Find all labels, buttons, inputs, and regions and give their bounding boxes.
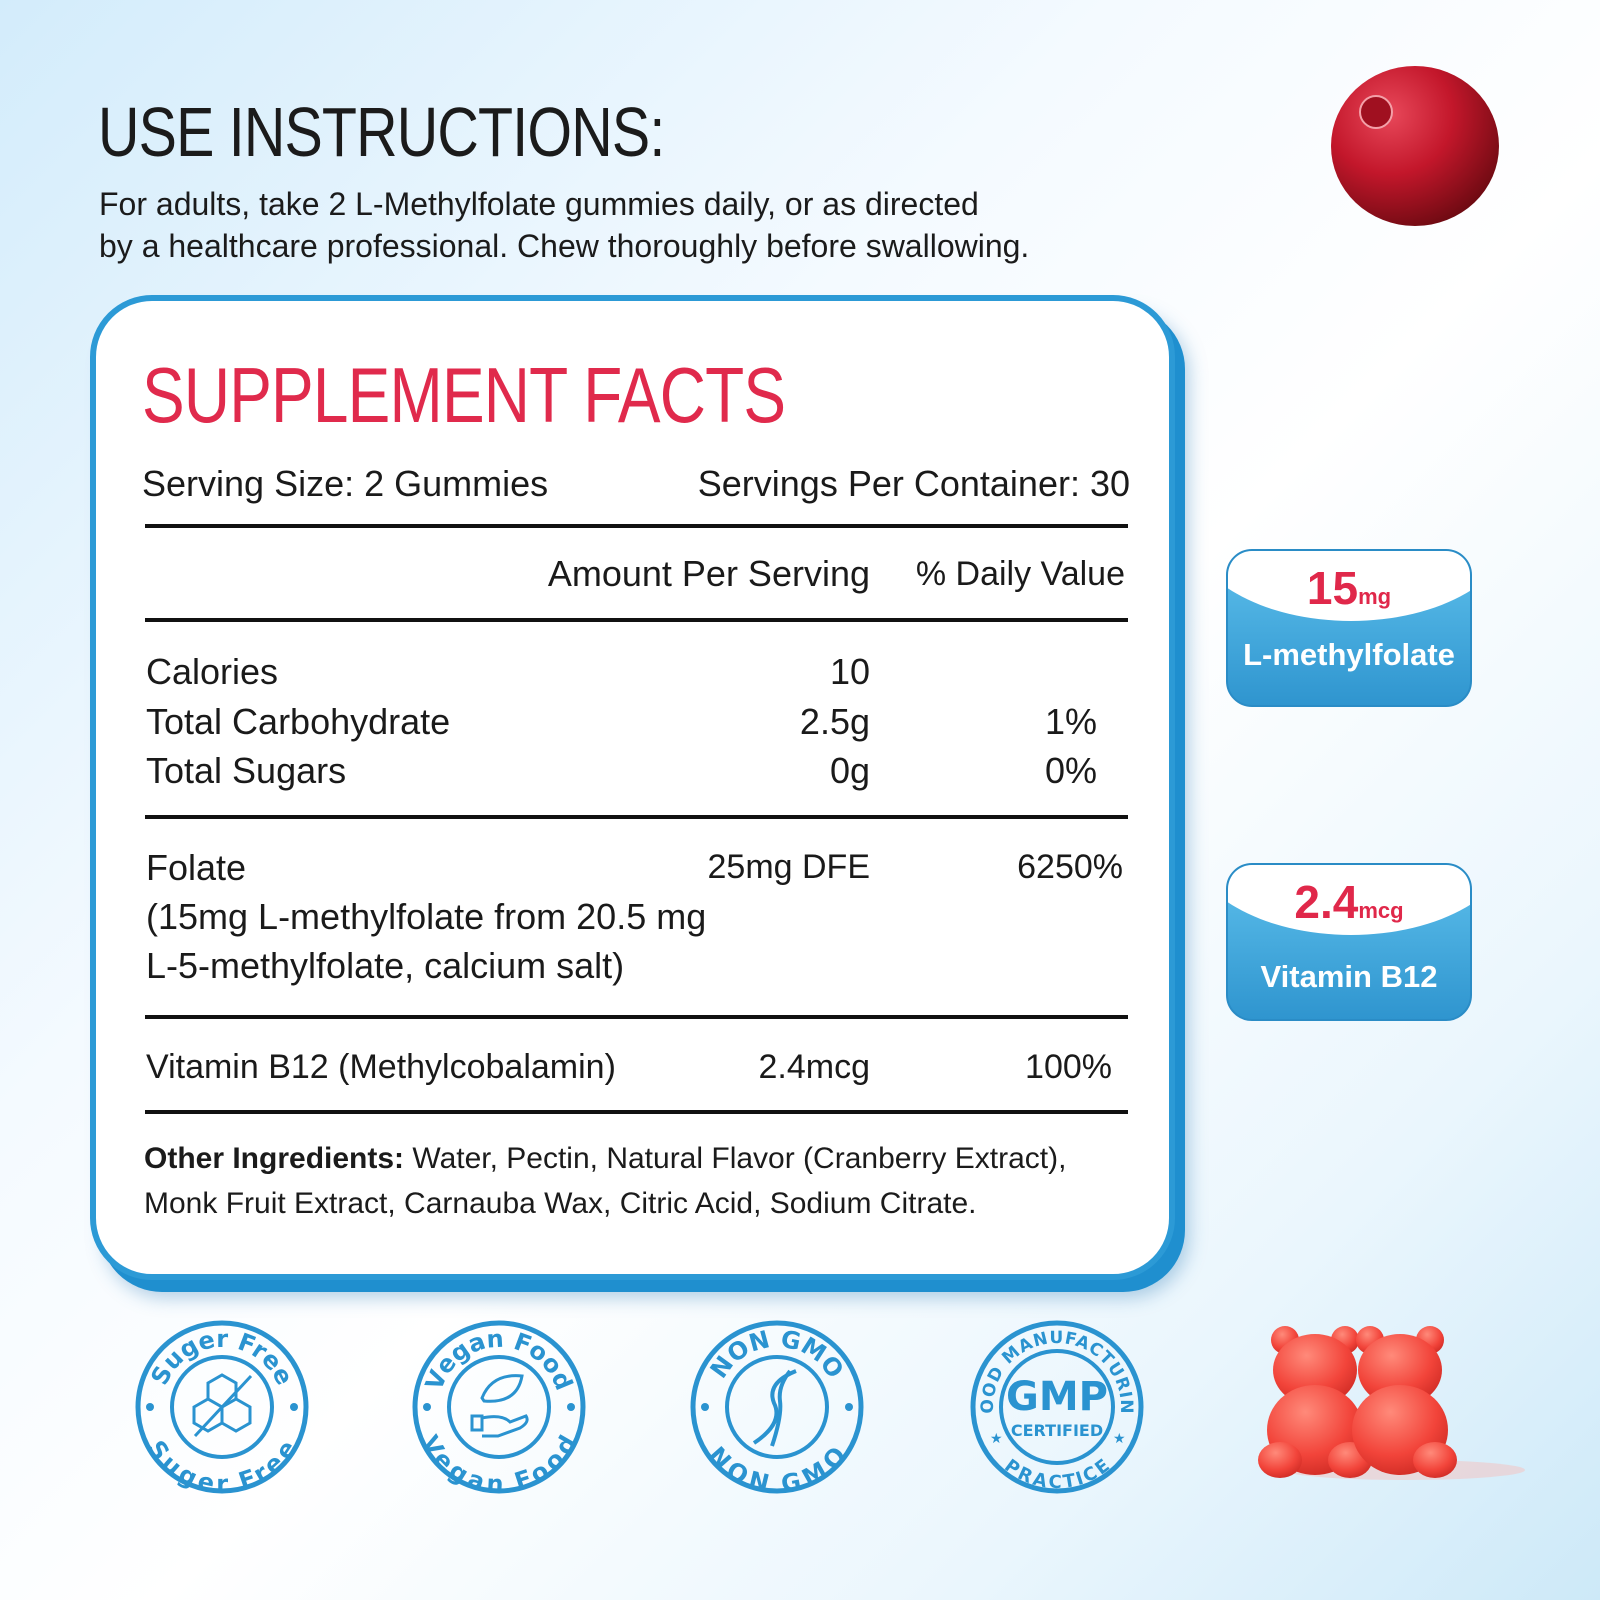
nutrient-dv: 0% xyxy=(1044,750,1097,791)
supplement-facts-panel xyxy=(90,295,1175,1280)
header-amount: Amount Per Serving xyxy=(547,553,870,594)
vegan-food-seal: Vegan Food Vegan Food xyxy=(412,1320,586,1496)
svg-text:NON GMO: NON GMO xyxy=(705,1325,849,1384)
b12-amount: 2.4mcg xyxy=(758,1048,871,1086)
svg-text:Vegan Food: Vegan Food xyxy=(420,1325,578,1395)
non-gmo-seal: NON GMO NON GMO xyxy=(690,1320,864,1496)
servings-per-container: Servings Per Container: 30 xyxy=(697,463,1130,504)
b12-dv: 100% xyxy=(1025,1048,1112,1086)
b12-name: Vitamin B12 (Methylcobalamin) xyxy=(146,1048,616,1086)
other-ingredients-line-1: Other Ingredients: Water, Pectin, Natura… xyxy=(144,1142,1066,1176)
certified-text: CERTIFIED xyxy=(1011,1421,1103,1440)
divider xyxy=(145,815,1128,819)
nutrient-name: Calories xyxy=(146,651,279,692)
svg-text:Vegan Food: Vegan Food xyxy=(416,1431,583,1496)
divider xyxy=(145,1015,1128,1019)
folate-detail-1: (15mg L-methylfolate from 20.5 mg xyxy=(146,896,707,937)
sugar-free-seal: Suger Free Suger Free xyxy=(135,1320,309,1496)
badge-l-methylfolate: 15mg L-methylfolate xyxy=(1226,549,1472,707)
badge-value: 2.4mcg xyxy=(1294,876,1404,928)
cranberry-image xyxy=(1331,66,1499,226)
nutrient-amount: 10 xyxy=(829,651,870,692)
serving-size: Serving Size: 2 Gummies xyxy=(142,463,549,504)
divider xyxy=(145,1110,1128,1114)
sugar-cubes-crossed-icon xyxy=(192,1373,253,1438)
gummy-bears-image xyxy=(1258,1326,1525,1480)
dna-icon xyxy=(752,1369,797,1447)
svg-text:NON GMO: NON GMO xyxy=(702,1441,851,1496)
badge-label: L-methylfolate xyxy=(1243,637,1455,672)
nutrient-amount: 2.5g xyxy=(799,701,870,742)
header-daily-value: % Daily Value xyxy=(915,555,1125,593)
folate-amount: 25mg DFE xyxy=(707,848,871,886)
svg-text:★: ★ xyxy=(990,1430,1003,1446)
badge-label: Vitamin B12 xyxy=(1260,959,1438,994)
nutrient-dv: 1% xyxy=(1044,701,1097,742)
leaf-hand-icon xyxy=(470,1374,529,1438)
svg-text:Suger Free: Suger Free xyxy=(142,1435,302,1496)
nutrient-amount: 0g xyxy=(829,750,870,791)
badge-vitamin-b12: 2.4mcg Vitamin B12 xyxy=(1226,863,1472,1021)
folate-name: Folate xyxy=(146,847,247,888)
divider xyxy=(145,524,1128,528)
nutrient-name: Total Sugars xyxy=(146,750,347,791)
use-instructions-title: USE INSTRUCTIONS: xyxy=(98,93,665,171)
supplement-facts-title: SUPPLEMENT FACTS xyxy=(142,351,786,439)
gmp-text: GMP xyxy=(1006,1374,1108,1420)
folate-detail-2: L-5-methylfolate, calcium salt) xyxy=(146,945,625,986)
nutrient-name: Total Carbohydrate xyxy=(146,701,451,742)
instructions-line-1: For adults, take 2 L-Methylfolate gummie… xyxy=(99,186,979,222)
instructions-line-2: by a healthcare professional. Chew thoro… xyxy=(99,228,1030,264)
badge-value: 15mg xyxy=(1306,562,1392,614)
folate-dv: 6250% xyxy=(1017,848,1123,886)
other-ingredients-line-2: Monk Fruit Extract, Carnauba Wax, Citric… xyxy=(144,1187,977,1220)
gmp-certified-seal: GOOD MANUFACTURING PRACTICE GMP CERTIFIE… xyxy=(968,1318,1144,1494)
divider xyxy=(145,618,1128,622)
other-ingredients-label: Other Ingredients: xyxy=(144,1142,405,1175)
svg-text:PRACTICE: PRACTICE xyxy=(1000,1455,1113,1493)
other-ingredients-text: Water, Pectin, Natural Flavor (Cranberry… xyxy=(404,1142,1067,1175)
svg-text:★: ★ xyxy=(1113,1430,1126,1446)
